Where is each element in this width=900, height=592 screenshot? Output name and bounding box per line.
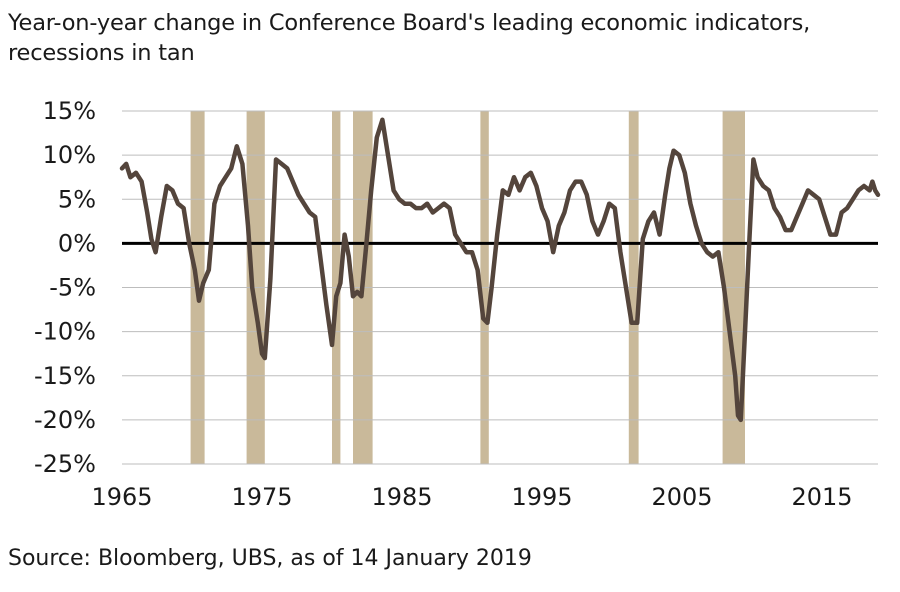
source-note: Source: Bloomberg, UBS, as of 14 January…	[8, 546, 532, 571]
y-tick-label: -20%	[34, 406, 96, 434]
y-tick-label: 5%	[58, 185, 96, 213]
y-tick-label: -5%	[49, 274, 96, 302]
x-tick-label: 1995	[511, 483, 572, 511]
x-tick-label: 2015	[791, 483, 852, 511]
chart-title-line-2: recessions in tan	[8, 40, 195, 66]
y-tick-label: -15%	[34, 362, 96, 390]
y-tick-label: -25%	[34, 450, 96, 478]
x-tick-label: 1985	[371, 483, 432, 511]
lei-series-line	[119, 117, 881, 423]
chart-title: Year-on-year change in Conference Board'…	[8, 8, 810, 68]
series	[119, 117, 881, 423]
chart-title-line-1: Year-on-year change in Conference Board'…	[8, 10, 811, 36]
x-tick-label: 1975	[231, 483, 292, 511]
y-tick-label: 15%	[43, 97, 96, 125]
y-axis-ticks: 15% 10% 5% 0% -5% -10% -15% -20% -25%	[34, 97, 96, 478]
x-axis-ticks: 1965 1975 1985 1995 2005 2015	[91, 483, 852, 511]
y-tick-label: 0%	[58, 229, 96, 257]
y-gridlines	[122, 110, 878, 465]
x-tick-label: 2005	[651, 483, 712, 511]
y-tick-label: 10%	[43, 141, 96, 169]
x-tick-label: 1965	[91, 483, 152, 511]
y-tick-label: -10%	[34, 318, 96, 346]
